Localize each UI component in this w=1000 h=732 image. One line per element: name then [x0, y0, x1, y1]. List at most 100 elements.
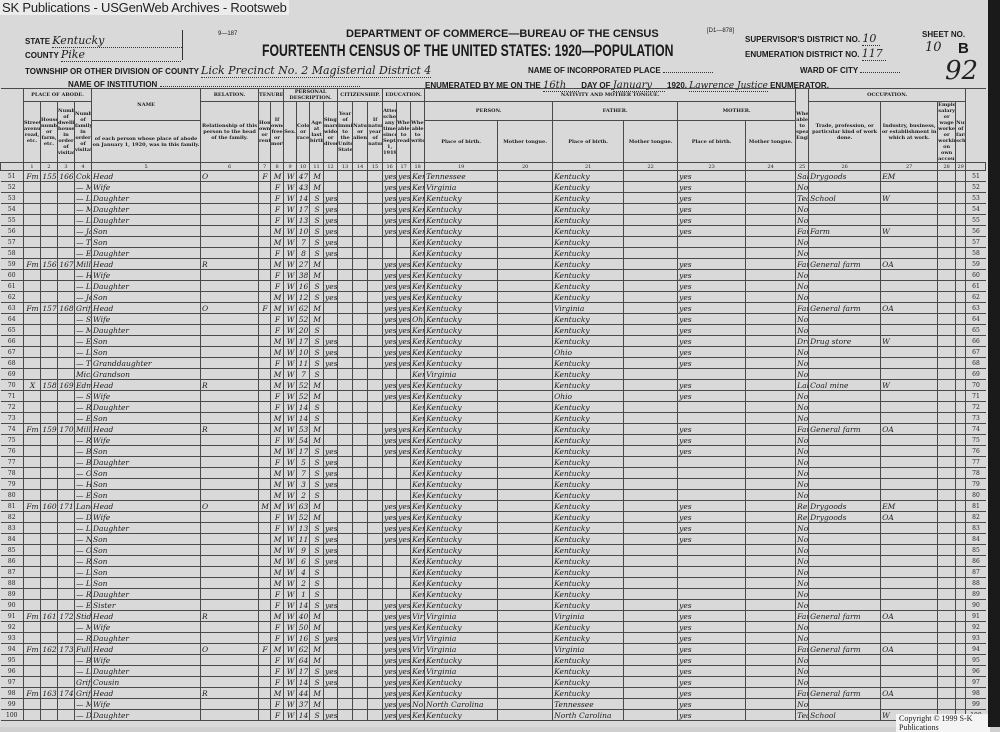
- employer-class-cell: [937, 401, 957, 413]
- occupation-cell: Farm: [808, 225, 882, 237]
- can-write-cell: Kentucky: [410, 709, 426, 721]
- empty-cell: [955, 313, 967, 325]
- empty-cell: [745, 643, 797, 655]
- ed-value: 117: [861, 47, 886, 61]
- empty-cell: [623, 423, 679, 435]
- birthplace-cell: Kentucky: [424, 544, 499, 556]
- attended-school-cell: yes: [382, 654, 398, 666]
- speaks-english-cell: None: [795, 313, 810, 325]
- can-read-cell: yes: [396, 390, 412, 402]
- mother-birthplace-cell: [677, 401, 747, 413]
- mother-birthplace-cell: yes: [677, 225, 747, 237]
- sex-cell: W: [283, 401, 298, 413]
- age-cell: M: [309, 379, 325, 391]
- race-cell: 43: [296, 181, 311, 193]
- empty-cell: [367, 555, 384, 567]
- marital-status-cell: [323, 181, 339, 193]
- empty-cell: [745, 500, 797, 512]
- street-cell: [23, 434, 41, 446]
- can-write-cell: Kentucky: [410, 456, 426, 468]
- relation-cell: O: [200, 170, 260, 182]
- line-number: 74: [0, 423, 24, 435]
- street-cell: Fm: [23, 687, 41, 699]
- industry-cell: OA: [880, 423, 939, 435]
- sex-cell: W: [283, 544, 298, 556]
- empty-cell: [955, 500, 967, 512]
- can-write-cell: Kentucky: [410, 577, 426, 589]
- father-birthplace-cell: Kentucky: [552, 401, 625, 413]
- empty-cell: [367, 654, 384, 666]
- person-name-cell: Daughter: [91, 203, 202, 215]
- sex-cell: W: [283, 654, 298, 666]
- street-cell: [23, 665, 41, 677]
- home-owned-cell: [258, 654, 272, 666]
- age-cell: S: [309, 522, 325, 534]
- line-number: 98: [0, 687, 24, 699]
- empty-cell: [497, 346, 554, 358]
- mother-birthplace-cell: yes: [677, 269, 747, 281]
- attended-school-cell: yes: [382, 599, 398, 611]
- father-birthplace-cell: Kentucky: [552, 522, 625, 534]
- home-owned-cell: [258, 423, 272, 435]
- empty-cell: [745, 346, 797, 358]
- race-cell: 16: [296, 632, 311, 644]
- family-number-cell: — Elnora: [73, 599, 93, 611]
- empty-cell: [955, 588, 967, 600]
- empty-cell: [337, 654, 354, 666]
- person-name-cell: Wife: [91, 698, 202, 710]
- ed-label: Enumeration District No.: [745, 50, 860, 59]
- can-read-cell: [396, 588, 412, 600]
- empty-cell: [497, 478, 554, 490]
- header-mother-tongue: Mother tongue.: [745, 120, 797, 163]
- father-birthplace-cell: Kentucky: [552, 654, 625, 666]
- can-write-cell: Kentucky: [410, 346, 426, 358]
- table-row: 74Fm159170Miller, MelvinHeadRMW53Myesyes…: [0, 423, 986, 435]
- street-cell: [23, 478, 41, 490]
- table-row: 55— LouiseDaughterFW13SyesyesyesKentucky…: [0, 214, 986, 226]
- empty-cell: [352, 588, 369, 600]
- father-birthplace-cell: Kentucky: [552, 203, 625, 215]
- empty-cell: [337, 555, 354, 567]
- father-birthplace-cell: Ohio: [552, 390, 625, 402]
- empty-cell: [623, 302, 679, 314]
- marital-status-cell: [323, 577, 339, 589]
- race-cell: 53: [296, 423, 311, 435]
- column-number: 8: [270, 162, 285, 171]
- mortgaged-cell: M: [270, 335, 285, 347]
- empty-cell: [955, 434, 967, 446]
- empty-cell: [745, 280, 797, 292]
- employer-class-cell: [937, 434, 957, 446]
- relation-cell: [200, 456, 260, 468]
- empty-cell: [352, 214, 369, 226]
- can-write-cell: Kentucky: [410, 357, 426, 369]
- can-read-cell: [396, 489, 412, 501]
- can-write-cell: Virginia: [410, 632, 426, 644]
- empty-cell: [497, 445, 554, 457]
- birthplace-cell: Virginia: [424, 632, 499, 644]
- empty-cell: [337, 390, 354, 402]
- can-write-cell: Kentucky: [410, 676, 426, 688]
- empty-cell: [352, 423, 369, 435]
- sex-cell: W: [283, 346, 298, 358]
- sex-cell: W: [283, 335, 298, 347]
- industry-cell: [880, 577, 939, 589]
- mother-birthplace-cell: yes: [677, 522, 747, 534]
- can-write-cell: Kentucky: [410, 434, 426, 446]
- employer-class-cell: [937, 522, 957, 534]
- father-birthplace-cell: Kentucky: [552, 324, 625, 336]
- marital-status-cell: yes: [323, 445, 339, 457]
- employer-class-cell: [937, 665, 957, 677]
- mortgaged-cell: M: [270, 368, 285, 380]
- empty-cell: [955, 269, 967, 281]
- birthplace-cell: Kentucky: [424, 214, 499, 226]
- column-number: 6: [200, 162, 260, 171]
- street-cell: [23, 291, 41, 303]
- sex-cell: W: [283, 533, 298, 545]
- dwelling-number-cell: 168: [57, 302, 75, 314]
- family-number-cell: — Bilda: [73, 654, 93, 666]
- column-number: 27: [880, 162, 939, 171]
- line-number-right: 87: [965, 566, 986, 578]
- line-number: 72: [0, 401, 24, 413]
- line-number: 83: [0, 522, 24, 534]
- relation-cell: [200, 522, 260, 534]
